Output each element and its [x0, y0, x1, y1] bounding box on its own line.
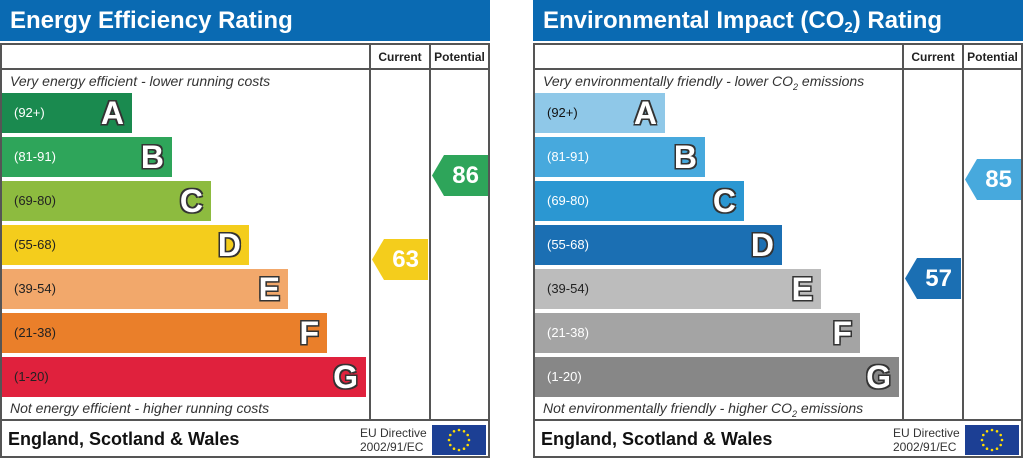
note-text: emissions [797, 400, 864, 416]
title-text: Environmental Impact (CO [543, 7, 845, 34]
band-bar-d: (55-68) D [535, 225, 782, 265]
divider [0, 68, 490, 70]
band-range: (55-68) [14, 237, 56, 252]
potential-rating-arrow: 85 [965, 159, 1021, 200]
band-letter: G [866, 359, 891, 395]
divider [429, 43, 431, 420]
band-range: (92+) [14, 105, 45, 120]
chart-frame [533, 43, 1023, 458]
band-bar-e: (39-54) E [2, 269, 288, 309]
note-text: Not environmentally friendly - higher CO [543, 400, 792, 416]
band-bar-f: (21-38) F [2, 313, 327, 353]
eu-directive: EU Directive 2002/91/EC [893, 426, 960, 454]
band-letter: C [712, 183, 736, 219]
band-range: (1-20) [14, 369, 49, 384]
band-letter: D [750, 227, 774, 263]
band-range: (21-38) [14, 325, 56, 340]
column-header-potential: Potential [967, 50, 1018, 64]
band-letter: D [217, 227, 241, 263]
eu-flag-icon [432, 425, 486, 455]
divider [533, 419, 1023, 421]
band-bar-a: (92+) A [535, 93, 665, 133]
divider [533, 68, 1023, 70]
band-range: (69-80) [547, 193, 589, 208]
band-range: (81-91) [14, 149, 56, 164]
environmental-impact-chart: Environmental Impact (CO2) Rating Curren… [533, 0, 1023, 460]
band-letter: B [673, 139, 697, 175]
band-range: (1-20) [547, 369, 582, 384]
top-note: Very energy efficient - lower running co… [10, 73, 271, 89]
divider [0, 419, 490, 421]
band-bar-f: (21-38) F [535, 313, 860, 353]
eu-directive: EU Directive 2002/91/EC [360, 426, 427, 454]
band-letter: E [258, 271, 280, 307]
note-subscript: 2 [793, 81, 799, 92]
footer-region: England, Scotland & Wales [541, 429, 773, 449]
band-range: (92+) [547, 105, 578, 120]
chart-frame [0, 43, 490, 458]
divider [369, 43, 371, 420]
band-letter: F [832, 315, 852, 351]
band-bar-b: (81-91) B [2, 137, 172, 177]
column-header-current: Current [911, 50, 955, 64]
title-subscript: 2 [844, 19, 853, 36]
band-range: (81-91) [547, 149, 589, 164]
divider [902, 43, 904, 420]
top-note: Very environmentally friendly - lower CO… [543, 73, 864, 92]
band-letter: A [100, 95, 124, 131]
band-letter: G [333, 359, 358, 395]
current-rating-arrow: 57 [905, 258, 961, 299]
note-text: emissions [798, 73, 865, 89]
band-range: (21-38) [547, 325, 589, 340]
bottom-note: Not energy efficient - higher running co… [10, 400, 270, 416]
band-bar-c: (69-80) C [2, 181, 211, 221]
band-bar-b: (81-91) B [535, 137, 705, 177]
divider [962, 43, 964, 420]
band-bar-g: (1-20) G [535, 357, 899, 397]
band-bar-a: (92+) A [2, 93, 132, 133]
band-letter: C [179, 183, 203, 219]
band-bar-g: (1-20) G [2, 357, 366, 397]
note-subscript: 2 [792, 408, 798, 419]
chart-title: Environmental Impact (CO2) Rating [533, 0, 1023, 41]
energy-efficiency-chart: Energy Efficiency Rating Current Potentia… [0, 0, 490, 460]
current-rating-arrow: 63 [372, 239, 428, 280]
bottom-note: Not environmentally friendly - higher CO… [543, 400, 863, 419]
eu-directive-number: 2002/91/EC [893, 440, 957, 454]
title-text: ) Rating [852, 7, 943, 34]
band-letter: A [633, 95, 657, 131]
column-header-current: Current [378, 50, 422, 64]
band-bar-e: (39-54) E [535, 269, 821, 309]
eu-flag-icon [965, 425, 1019, 455]
eu-directive-number: 2002/91/EC [360, 440, 424, 454]
eu-directive-line: EU Directive [360, 426, 427, 440]
band-range: (39-54) [547, 281, 589, 296]
band-range: (55-68) [547, 237, 589, 252]
band-range: (69-80) [14, 193, 56, 208]
band-letter: B [140, 139, 164, 175]
note-text: Very environmentally friendly - lower CO [543, 73, 794, 89]
footer-region: England, Scotland & Wales [8, 429, 240, 449]
column-header-potential: Potential [434, 50, 485, 64]
band-range: (39-54) [14, 281, 56, 296]
potential-rating-arrow: 86 [432, 155, 488, 196]
band-letter: F [299, 315, 319, 351]
band-bar-c: (69-80) C [535, 181, 744, 221]
band-bar-d: (55-68) D [2, 225, 249, 265]
chart-title: Energy Efficiency Rating [0, 0, 490, 41]
eu-directive-line: EU Directive [893, 426, 960, 440]
band-letter: E [791, 271, 813, 307]
